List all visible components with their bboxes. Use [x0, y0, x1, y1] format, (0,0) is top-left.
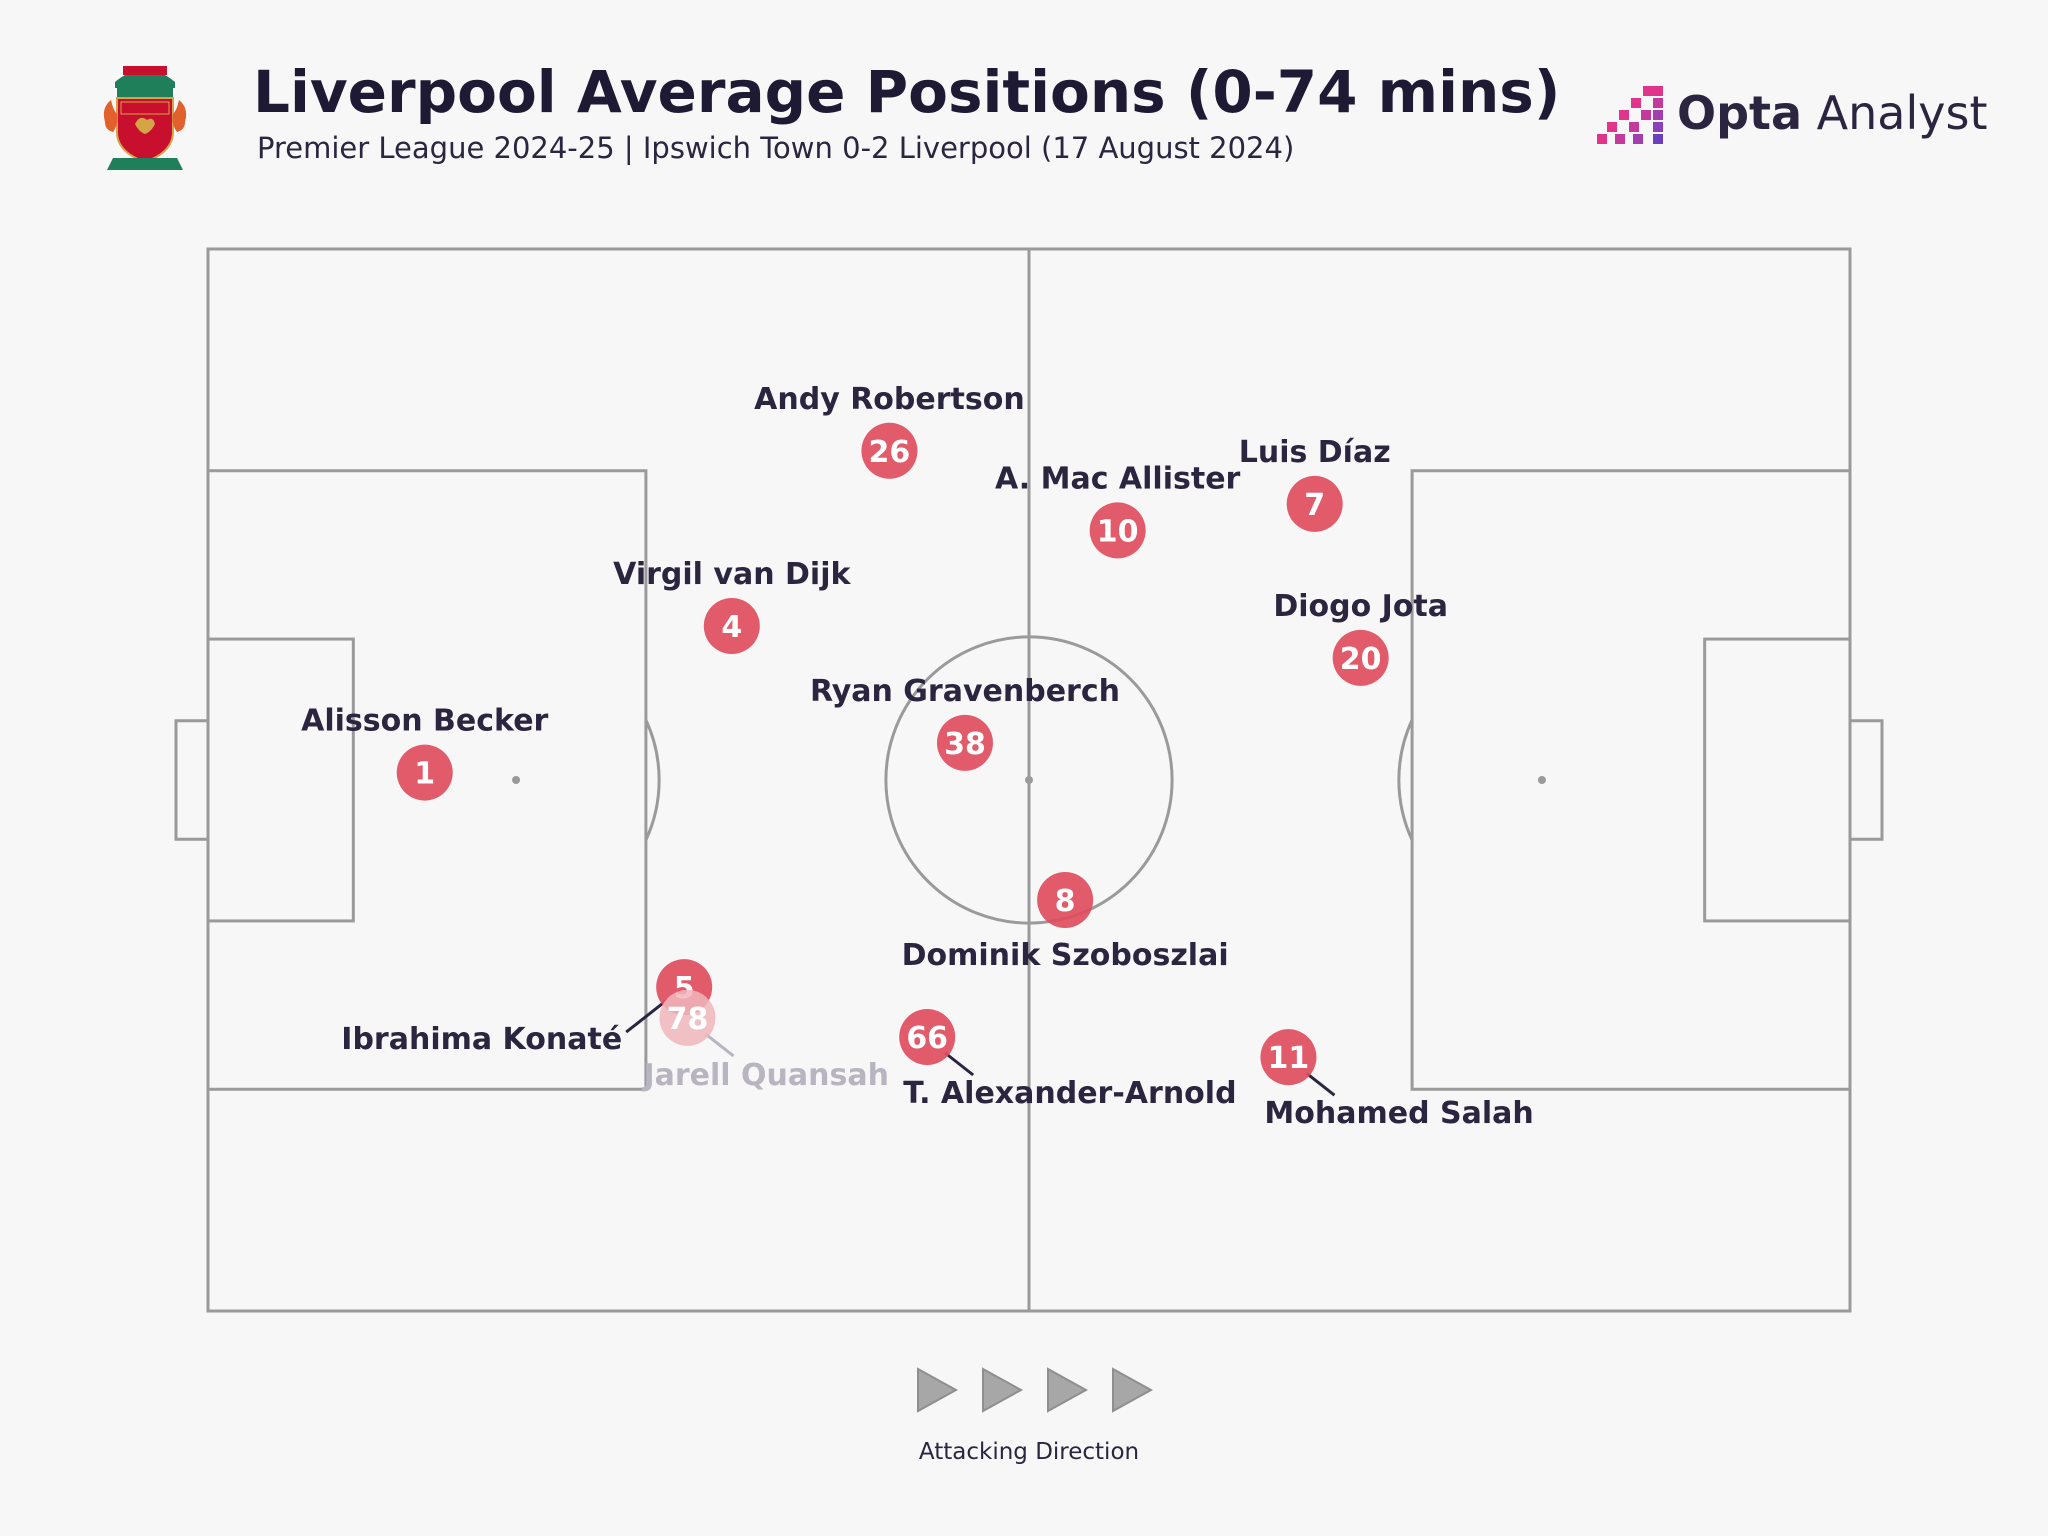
- liverpool-crest-icon: [103, 66, 187, 170]
- connector-t-alexander-arnold: [944, 1051, 975, 1077]
- player-number-ryan-gravenberch: 38: [944, 727, 986, 762]
- chart-subtitle: Premier League 2024-25 | Ipswich Town 0-…: [257, 131, 1295, 165]
- player-number-jarell-quansah: 78: [667, 1002, 709, 1037]
- right-six-yard-box: [1703, 637, 1852, 923]
- player-marker-luis-diaz: [1286, 475, 1343, 532]
- brand-name-regular: Analyst: [1802, 86, 1988, 140]
- player-marker-diogo-jota: [1332, 629, 1389, 686]
- brand-name-bold: Opta: [1677, 86, 1803, 140]
- player-labels: Alisson Becker Virgil van Dijk Andy Robert…: [301, 382, 1534, 1131]
- player-number-dominik-szoboszlai: 8: [1055, 884, 1076, 919]
- player-number-diogo-jota: 20: [1340, 642, 1382, 677]
- right-goal: [1848, 719, 1884, 841]
- right-penalty-arc: [1397, 719, 1414, 841]
- play-arrow-icon: [1112, 1367, 1154, 1413]
- left-six-yard-box: [206, 637, 355, 923]
- attacking-direction-label: Attacking Direction: [918, 1439, 1140, 1465]
- attacking-direction: Attacking Direction: [0, 1366, 2048, 1476]
- player-marker-mohamed-salah: [1260, 1029, 1317, 1086]
- player-label-a-mac-allister: A. Mac Allister: [995, 461, 1241, 496]
- player-number-alisson-becker: 1: [414, 757, 435, 792]
- chart-title: Liverpool Average Positions (0-74 mins): [253, 58, 1561, 126]
- player-marker-andy-robertson: [861, 422, 918, 479]
- play-arrow-icon: [1047, 1367, 1089, 1413]
- right-penalty-spot: [1537, 776, 1546, 784]
- left-penalty-arc: [644, 719, 661, 841]
- player-label-ryan-gravenberch: Ryan Gravenberch: [810, 674, 1120, 709]
- connector-jarell-quansah: [704, 1032, 735, 1058]
- centre-circle: [884, 635, 1174, 925]
- player-marker-ryan-gravenberch: [936, 714, 993, 771]
- connector-mohamed-salah: [1305, 1072, 1336, 1097]
- player-label-luis-diaz: Luis Díaz: [1239, 435, 1391, 470]
- player-marker-virgil-van-dijk: [703, 598, 760, 655]
- player-label-dominik-szoboszlai: Dominik Szoboszlai: [902, 938, 1229, 973]
- player-number-andy-robertson: 26: [869, 435, 911, 470]
- play-arrow-icon: [982, 1367, 1024, 1413]
- player-number-luis-diaz: 7: [1304, 488, 1325, 523]
- player-marker-t-alexander-arnold: [899, 1009, 956, 1066]
- right-penalty-box: [1410, 469, 1852, 1091]
- player-marker-dominik-szoboszlai: [1037, 872, 1094, 929]
- direction-arrows: [917, 1367, 1154, 1413]
- pitch-markings: [174, 247, 1884, 1313]
- player-label-virgil-van-dijk: Virgil van Dijk: [613, 557, 851, 592]
- player-label-andy-robertson: Andy Robertson: [754, 382, 1025, 417]
- player-number-a-mac-allister: 10: [1097, 514, 1139, 549]
- player-marker-a-mac-allister: [1089, 502, 1146, 559]
- player-label-jarell-quansah: Jarell Quansah: [641, 1058, 888, 1093]
- player-number-mohamed-salah: 11: [1268, 1041, 1310, 1076]
- player-label-alisson-becker: Alisson Becker: [301, 704, 548, 739]
- player-label-t-alexander-arnold: T. Alexander-Arnold: [903, 1076, 1236, 1111]
- player-label-ibrahima-konate: Ibrahima Konaté: [341, 1022, 622, 1057]
- player-number-t-alexander-arnold: 66: [906, 1021, 948, 1056]
- player-marker-jarell-quansah: [659, 989, 716, 1046]
- player-label-diogo-jota: Diogo Jota: [1273, 589, 1448, 624]
- left-penalty-spot: [512, 776, 521, 784]
- label-connectors: [625, 997, 1336, 1097]
- play-arrow-icon: [917, 1367, 959, 1413]
- opta-analyst-logo: Opta Analyst: [1595, 78, 1988, 153]
- left-goal: [174, 719, 210, 841]
- player-number-virgil-van-dijk: 4: [721, 610, 742, 645]
- player-label-mohamed-salah: Mohamed Salah: [1264, 1096, 1533, 1131]
- connector-ibrahima-konate: [625, 997, 670, 1034]
- player-marker-alisson-becker: [396, 744, 453, 801]
- centre-spot: [1025, 776, 1033, 784]
- opta-pixel-logo-icon: [1597, 86, 1663, 144]
- brand-name: Opta Analyst: [1677, 86, 1988, 140]
